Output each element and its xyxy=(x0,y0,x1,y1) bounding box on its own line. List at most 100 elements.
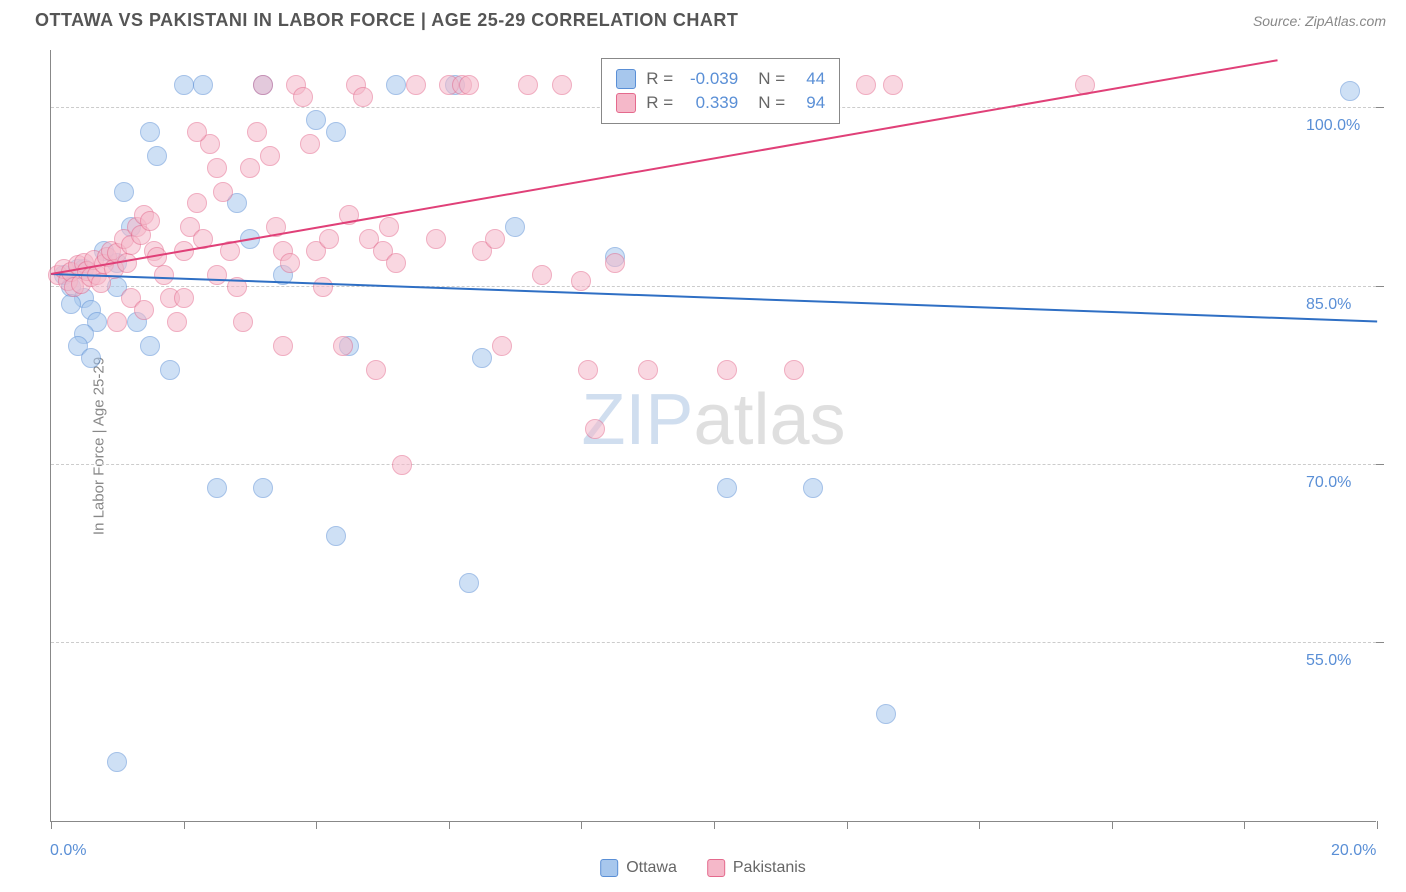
legend: Ottawa Pakistanis xyxy=(600,859,806,877)
y-tick-label: 100.0% xyxy=(1306,117,1360,135)
stats-n-value: 44 xyxy=(795,69,825,89)
chart-title: OTTAWA VS PAKISTANI IN LABOR FORCE | AGE… xyxy=(35,10,738,31)
data-point xyxy=(147,146,167,166)
data-point xyxy=(247,122,267,142)
data-point xyxy=(326,122,346,142)
stats-r-label: R = xyxy=(646,69,673,89)
data-point xyxy=(379,217,399,237)
data-point xyxy=(472,348,492,368)
stats-swatch xyxy=(616,93,636,113)
data-point xyxy=(856,75,876,95)
data-point xyxy=(253,478,273,498)
stats-row: R = -0.039 N = 44 xyxy=(616,67,825,91)
x-tick xyxy=(1377,821,1378,829)
x-tick xyxy=(979,821,980,829)
stats-row: R =0.339N =94 xyxy=(616,91,825,115)
data-point xyxy=(154,265,174,285)
data-point xyxy=(61,294,81,314)
stats-r-label: R = xyxy=(646,93,673,113)
legend-swatch xyxy=(707,859,725,877)
y-tick-label: 55.0% xyxy=(1306,652,1351,670)
data-point xyxy=(492,336,512,356)
data-point xyxy=(240,158,260,178)
data-point xyxy=(140,211,160,231)
data-point xyxy=(280,253,300,273)
data-point xyxy=(459,75,479,95)
data-point xyxy=(140,336,160,356)
data-point xyxy=(1340,81,1360,101)
data-point xyxy=(187,122,207,142)
data-point xyxy=(306,110,326,130)
data-point xyxy=(353,87,373,107)
data-point xyxy=(174,288,194,308)
watermark-part2: atlas xyxy=(693,380,845,460)
x-tick xyxy=(847,821,848,829)
legend-label: Pakistanis xyxy=(733,859,806,877)
stats-swatch xyxy=(616,69,636,89)
data-point xyxy=(326,526,346,546)
data-point xyxy=(193,75,213,95)
data-point xyxy=(532,265,552,285)
data-point xyxy=(605,253,625,273)
stats-n-value: 94 xyxy=(795,93,825,113)
gridline xyxy=(51,464,1376,465)
x-tick xyxy=(51,821,52,829)
data-point xyxy=(207,478,227,498)
data-point xyxy=(207,158,227,178)
data-point xyxy=(140,122,160,142)
data-point xyxy=(253,75,273,95)
data-point xyxy=(207,265,227,285)
data-point xyxy=(585,419,605,439)
data-point xyxy=(459,573,479,593)
data-point xyxy=(333,336,353,356)
y-tick xyxy=(1376,642,1384,643)
data-point xyxy=(273,336,293,356)
source-label: Source: ZipAtlas.com xyxy=(1253,13,1386,29)
data-point xyxy=(260,146,280,166)
x-tick xyxy=(1112,821,1113,829)
x-tick xyxy=(581,821,582,829)
gridline xyxy=(51,286,1376,287)
data-point xyxy=(160,360,180,380)
data-point xyxy=(107,752,127,772)
data-point xyxy=(319,229,339,249)
data-point xyxy=(213,182,233,202)
y-tick xyxy=(1376,107,1384,108)
data-point xyxy=(233,312,253,332)
data-point xyxy=(174,75,194,95)
data-point xyxy=(366,360,386,380)
gridline xyxy=(51,642,1376,643)
data-point xyxy=(386,75,406,95)
data-point xyxy=(717,478,737,498)
data-point xyxy=(392,455,412,475)
data-point xyxy=(167,312,187,332)
stats-r-value: -0.039 xyxy=(683,69,738,89)
watermark: ZIPatlas xyxy=(581,379,845,461)
x-tick xyxy=(449,821,450,829)
correlation-stats-box: R =-0.039N =44R =0.339N =94 xyxy=(601,58,840,124)
data-point xyxy=(293,87,313,107)
stats-n-label: N = xyxy=(758,69,785,89)
data-point xyxy=(638,360,658,380)
data-point xyxy=(571,271,591,291)
data-point xyxy=(552,75,572,95)
y-tick xyxy=(1376,286,1384,287)
x-tick xyxy=(184,821,185,829)
data-point xyxy=(386,253,406,273)
x-tick-label: 20.0% xyxy=(1331,842,1376,860)
stats-n-label: N = xyxy=(758,93,785,113)
x-tick xyxy=(714,821,715,829)
x-tick-label: 0.0% xyxy=(50,842,86,860)
data-point xyxy=(300,134,320,154)
legend-swatch xyxy=(600,859,618,877)
data-point xyxy=(717,360,737,380)
y-tick-label: 85.0% xyxy=(1306,296,1351,314)
data-point xyxy=(114,182,134,202)
data-point xyxy=(578,360,598,380)
legend-item: Pakistanis xyxy=(707,859,806,877)
data-point xyxy=(518,75,538,95)
legend-item: Ottawa xyxy=(600,859,677,877)
data-point xyxy=(107,312,127,332)
legend-label: Ottawa xyxy=(626,859,677,877)
y-tick-label: 70.0% xyxy=(1306,474,1351,492)
